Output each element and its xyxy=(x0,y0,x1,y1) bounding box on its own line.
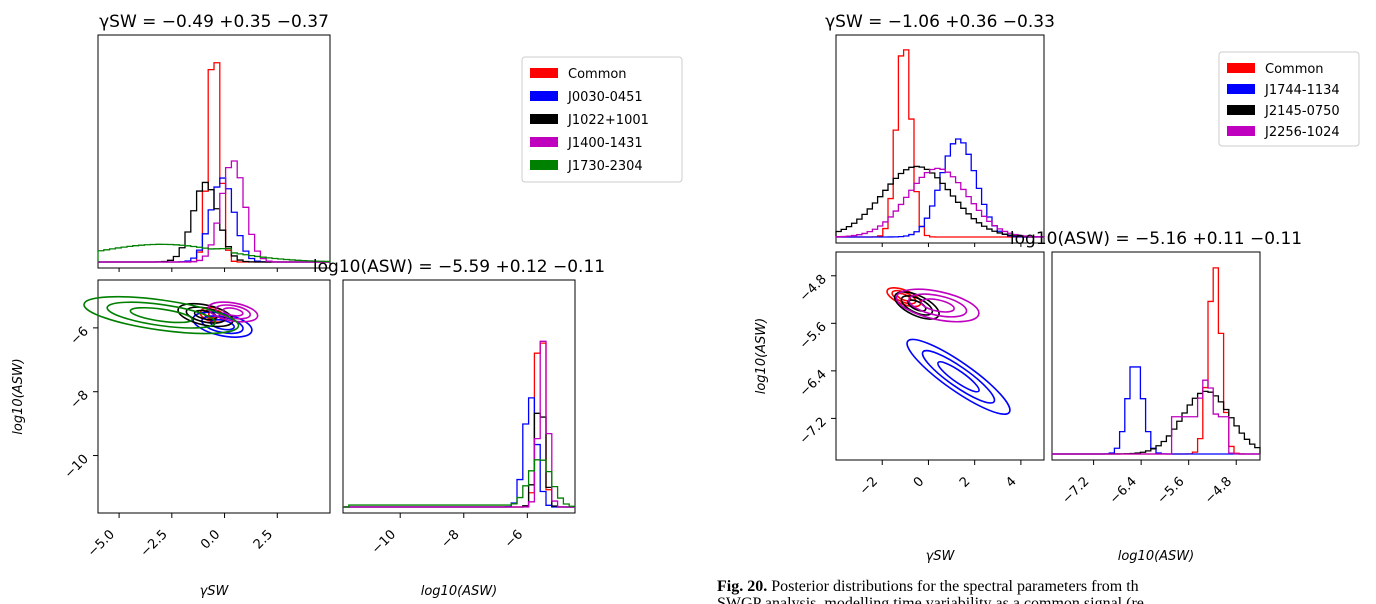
contour-J2256-1024-1 xyxy=(908,293,968,318)
caption-label: Fig. 20. xyxy=(717,578,768,595)
y-axis-label-logA: log10(ASW) xyxy=(11,358,26,435)
contour-J1744-1134-0 xyxy=(906,338,1011,415)
legend-swatch-Common xyxy=(1227,63,1255,73)
gamma-tick-label: 2 xyxy=(957,474,973,490)
logA-tick-label-y: −4.8 xyxy=(797,272,830,305)
logA-tick-label-x: −7.2 xyxy=(1059,474,1092,507)
contour-J2256-1024-2 xyxy=(920,298,955,313)
legend-label-J1730-2304: J1730-2304 xyxy=(567,159,643,174)
contour-J1730-2304-0 xyxy=(83,295,240,335)
joint-posterior-panel xyxy=(97,279,331,514)
gamma-hist-J1022+1001 xyxy=(98,181,330,263)
legend-label-J1400-1431: J1400-1431 xyxy=(567,136,643,151)
gamma-title: γSW = −1.06 +0.36 −0.33 xyxy=(825,12,1055,32)
legend-frame xyxy=(521,56,683,183)
gamma-hist-J1400-1431 xyxy=(98,160,330,263)
corner-plot-2: −2 0 2 4 −7.2 −7.2 −6.4 −6.4 −5.6 −5.6 −4.8 −4.8 γSW… xyxy=(754,12,1360,564)
logA-hist-J1730-2304 xyxy=(343,459,576,508)
joint-posterior-panel xyxy=(835,251,1045,461)
contour-J1744-1134-2 xyxy=(937,361,980,393)
gamma-tick-label: 0 xyxy=(911,474,927,490)
logA-tick-label-x: −6.4 xyxy=(1107,474,1140,507)
logA-histogram-panel xyxy=(342,279,576,514)
legend: Common J1744-1134 J2145-0750 J2256-1024 xyxy=(1218,51,1360,147)
logA-title: log10(ASW) = −5.59 +0.12 −0.11 xyxy=(313,257,605,277)
legend-swatch-J1400-1431 xyxy=(530,137,558,147)
contour-J1022+1001-2 xyxy=(193,309,218,321)
y-axis-label-logA: log10(ASW) xyxy=(754,318,769,395)
legend-swatch-J2145-0750 xyxy=(1227,105,1255,115)
legend-label-J2256-1024: J2256-1024 xyxy=(1264,125,1340,140)
legend-label-J1022+1001: J1022+1001 xyxy=(567,113,649,128)
contour-J1730-2304-2 xyxy=(129,306,193,324)
legend-swatch-J0030-0451 xyxy=(530,91,558,101)
corner-plot-1: −5.0 −2.5 0.0 2.5 −10 −10 −8 −8 −6 −6 γSW = −0.49 … xyxy=(11,12,683,599)
legend-swatch-J1730-2304 xyxy=(530,160,558,170)
gamma-hist-J2145-0750 xyxy=(835,165,1045,238)
logA-tick-label-y: −8 xyxy=(68,388,92,412)
logA-histogram-panel xyxy=(1051,251,1261,461)
x-axis-label-logA: log10(ASW) xyxy=(421,584,498,599)
gamma-hist-J1744-1134 xyxy=(836,138,1045,238)
figure-caption: Fig. 20. Posterior distributions for the… xyxy=(717,578,1373,604)
legend-frame xyxy=(1218,51,1360,147)
legend-label-Common: Common xyxy=(568,67,627,82)
logA-title: log10(ASW) = −5.16 +0.11 −0.11 xyxy=(1010,229,1302,249)
contour-J2145-0750-1 xyxy=(900,295,934,316)
x-axis-label-gamma: γSW xyxy=(200,584,230,599)
logA-tick-label-y: −7.2 xyxy=(797,415,830,448)
gamma-hist-J2256-1024 xyxy=(835,167,1045,238)
logA-tick-label-y: −10 xyxy=(62,452,92,482)
logA-tick-label-y: −6.4 xyxy=(797,367,830,400)
x-axis-label-gamma: γSW xyxy=(926,549,956,564)
caption-line-1: Posterior distributions for the spectral… xyxy=(771,578,1139,595)
gamma-tick-label: −2 xyxy=(857,474,881,498)
gamma-tick-label: 2.5 xyxy=(251,527,276,552)
logA-tick-label-y: −6 xyxy=(68,324,92,348)
gamma-histogram-panel xyxy=(97,34,331,269)
contour-J2145-0750-2 xyxy=(907,299,927,312)
legend-label-J0030-0451: J0030-0451 xyxy=(567,90,643,105)
legend-swatch-J1022+1001 xyxy=(530,114,558,124)
logA-tick-label-y: −5.6 xyxy=(797,320,830,353)
legend-label-Common: Common xyxy=(1265,62,1324,77)
contour-J1744-1134-1 xyxy=(921,349,996,404)
logA-tick-label-x: −6 xyxy=(502,527,526,551)
legend-label-J2145-0750: J2145-0750 xyxy=(1264,104,1340,119)
gamma-title: γSW = −0.49 +0.35 −0.37 xyxy=(99,12,329,32)
logA-hist-J1400-1431 xyxy=(343,340,575,508)
caption-line-2: SWGP analysis, modelling time variabilit… xyxy=(717,595,1144,604)
legend: Common J0030-0451 J1022+1001 J1400-1431 J173… xyxy=(521,56,683,183)
legend-swatch-J2256-1024 xyxy=(1227,126,1255,136)
gamma-histogram-panel xyxy=(835,34,1045,244)
contour-J1730-2304-1 xyxy=(106,301,217,329)
legend-swatch-J1744-1134 xyxy=(1227,84,1255,94)
logA-tick-label-x: −4.8 xyxy=(1202,474,1235,507)
logA-hist-J2256-1024 xyxy=(1052,379,1260,455)
gamma-hist-J1730-2304 xyxy=(97,243,331,263)
logA-tick-label-x: −10 xyxy=(369,527,399,557)
contour-J1400-1431-2 xyxy=(222,307,244,317)
logA-tick-label-x: −5.6 xyxy=(1155,474,1188,507)
legend-swatch-Common xyxy=(530,68,558,78)
gamma-tick-label: −5.0 xyxy=(85,527,118,560)
gamma-tick-label: 4 xyxy=(1003,474,1019,490)
logA-tick-label-x: −8 xyxy=(438,527,462,551)
contour-J1400-1431-0 xyxy=(207,301,259,323)
legend-label-J1744-1134: J1744-1134 xyxy=(1264,83,1340,98)
contour-J2256-1024-0 xyxy=(895,288,980,323)
gamma-tick-label: 0.0 xyxy=(198,527,223,552)
gamma-tick-label: −2.5 xyxy=(138,527,171,560)
x-axis-label-logA: log10(ASW) xyxy=(1118,549,1195,564)
